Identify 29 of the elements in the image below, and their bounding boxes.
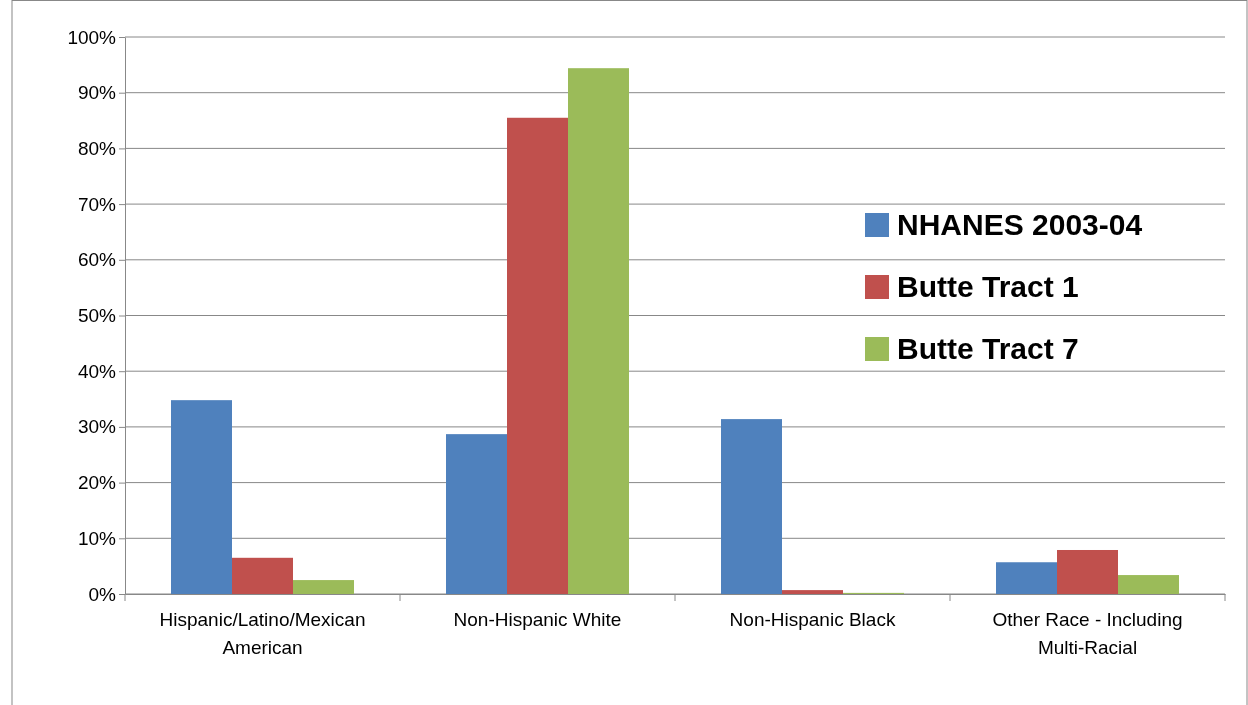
y-tick-label: 70% bbox=[77, 193, 117, 215]
x-tick-label: Non-Hispanic Black bbox=[729, 609, 896, 630]
bar bbox=[232, 557, 293, 594]
y-tick-label: 0% bbox=[88, 583, 117, 605]
bar bbox=[568, 68, 629, 594]
legend-label: NHANES 2003-04 bbox=[897, 208, 1143, 241]
bar bbox=[446, 434, 507, 594]
x-tick-label: Other Race - Including Multi-Racial bbox=[992, 609, 1183, 658]
y-tick-label: 20% bbox=[77, 472, 117, 494]
legend-label: Butte Tract 7 bbox=[897, 332, 1079, 365]
y-tick-label: 30% bbox=[77, 416, 117, 438]
y-tick-label: 90% bbox=[77, 82, 117, 104]
bar bbox=[507, 117, 568, 594]
bar bbox=[1118, 575, 1179, 594]
y-tick-label: 10% bbox=[77, 527, 117, 549]
y-tick-label: 80% bbox=[77, 137, 117, 159]
legend-label: Butte Tract 1 bbox=[897, 270, 1079, 303]
bar bbox=[996, 562, 1057, 594]
y-tick-label: 40% bbox=[77, 360, 117, 382]
bar bbox=[782, 590, 843, 594]
bar bbox=[293, 580, 354, 594]
x-tick-label: Hispanic/Latino/Mexican American bbox=[159, 609, 366, 658]
y-tick-label: 100% bbox=[67, 26, 117, 48]
bar bbox=[721, 419, 782, 594]
y-tick-label: 60% bbox=[77, 249, 117, 271]
x-tick-label: Non-Hispanic White bbox=[453, 609, 622, 630]
y-tick-label: 50% bbox=[77, 305, 117, 327]
bar bbox=[1057, 550, 1118, 594]
bar bbox=[171, 400, 232, 594]
